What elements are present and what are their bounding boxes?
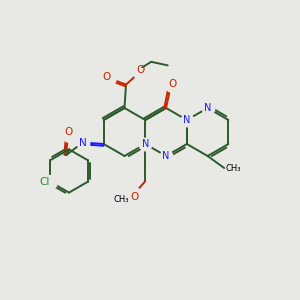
Text: O: O (130, 192, 138, 203)
Text: O: O (136, 65, 144, 75)
Text: Cl: Cl (39, 177, 50, 187)
Text: N: N (162, 151, 170, 161)
Text: CH₃: CH₃ (225, 164, 241, 173)
Text: O: O (103, 72, 111, 82)
Text: N: N (79, 137, 87, 148)
Text: CH₃: CH₃ (113, 195, 129, 204)
Text: O: O (168, 79, 176, 89)
Text: N: N (183, 115, 190, 125)
Text: N: N (204, 103, 211, 113)
Text: O: O (64, 127, 72, 137)
Text: N: N (142, 139, 149, 149)
